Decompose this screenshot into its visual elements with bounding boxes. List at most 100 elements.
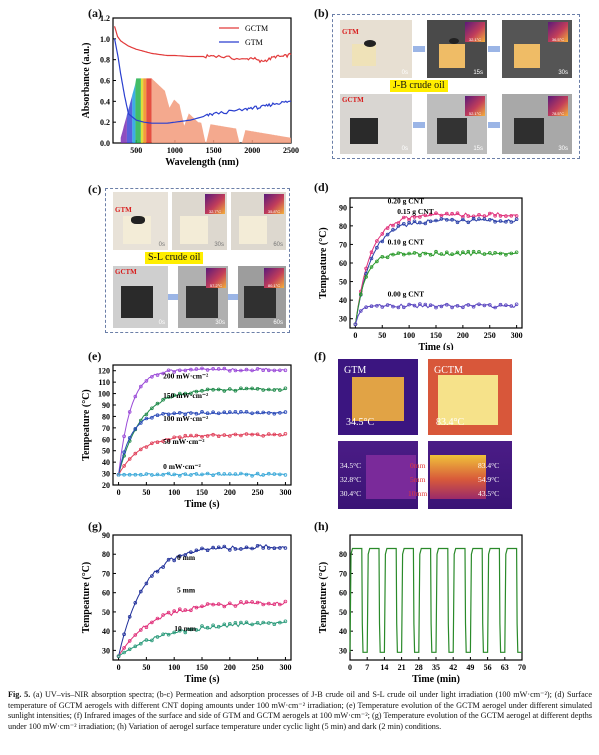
chart-g-point (244, 620, 249, 625)
chart-d-curve-label: 0.15 g CNT (397, 207, 433, 216)
chart-e-point (194, 367, 199, 371)
chart-e-ytick-label: 110 (98, 378, 110, 387)
chart-e-point (255, 410, 260, 415)
chart-g-ytick-label: 80 (102, 550, 110, 559)
c-photo-bottom-0: GCTM 0s (113, 266, 168, 328)
chart-d-point (391, 227, 395, 232)
chart-d-point (428, 303, 433, 308)
chart-h-svg: 0 7 14 21 28 35 42 49 56 63 70 30 40 50 60 70 80 Time (mi… (318, 534, 526, 685)
chart-d-point (445, 250, 449, 255)
chart-e-point (200, 435, 204, 439)
chart-e-point (161, 412, 165, 416)
chart-e-point (133, 427, 138, 431)
chart-g-point (261, 546, 266, 550)
panel-h-label: (h) (314, 519, 329, 533)
chart-d-point (428, 219, 433, 224)
c-photo-bottom-2: 80.1°C 60s (238, 266, 286, 328)
chart-d-curve-label: 0.10 g CNT (388, 237, 424, 246)
f-side-left-temp-1: 32.8°C (340, 475, 362, 484)
chart-g-point (155, 569, 160, 574)
chart-a-svg: 500 1000 1500 2000 2500 0.0 0.2 0.4 0.6 0.8 1.0 1.2… (81, 14, 299, 168)
chart-d-ylabel: Tempeature (°C) (318, 227, 329, 299)
chart-e-point (228, 472, 232, 476)
chart-e-series (118, 433, 286, 475)
f-side-left-temp-0: 34.5°C (340, 461, 362, 470)
chart-g-point (283, 546, 288, 550)
chart-d-point (418, 220, 422, 225)
chart-g-point (183, 608, 188, 612)
chart-g-ytick-label: 60 (102, 589, 110, 598)
chart-g-svg: 0 50 100 150 200 250 300 30 40 50 60 70 80 90 Time (s)… (81, 531, 292, 685)
chart-d-ytick-label: 70 (339, 240, 347, 249)
chart-e-point (233, 388, 238, 393)
b-thermal-bottom-2: 78.5°C (548, 96, 568, 116)
chart-e-point (216, 387, 221, 392)
chart-a-ytick-label: 0.0 (100, 139, 110, 148)
chart-e-point (222, 389, 227, 393)
chart-h-xlabel: Time (min) (412, 674, 460, 685)
chart-h-xtick-label: 28 (415, 663, 423, 672)
chart-g-point (250, 600, 254, 604)
chart-g-point (178, 554, 182, 558)
chart-d-point (466, 214, 471, 218)
f-thermal-top-right: GCTM 83.4°C (428, 359, 512, 435)
chart-d-point (504, 214, 508, 218)
chart-d-point (461, 250, 465, 254)
chart-h-xtick-label: 49 (466, 663, 474, 672)
chart-g-curve-label: 5 mm (177, 586, 196, 595)
chart-e-point (150, 415, 154, 420)
chart-g-point (233, 547, 238, 551)
chart-g-point (211, 602, 215, 607)
panel-b-label: (b) (314, 6, 329, 20)
c-time-bottom-0: 0s (158, 320, 165, 326)
chart-g-point (250, 546, 254, 551)
chart-e-point (228, 434, 232, 438)
chart-a-solar-band-3 (135, 78, 141, 143)
chart-e-point (278, 472, 282, 477)
chart-g-plot-frame (112, 534, 292, 661)
chart-d-point (402, 305, 406, 310)
chart-e-point (233, 432, 238, 437)
chart-d-point (482, 252, 487, 256)
chart-e-point (139, 447, 143, 452)
chart-e-ytick-label: 60 (102, 435, 110, 444)
b-arrow-top-1 (413, 46, 425, 52)
b-photo-top-2: 36.5°C 30s (502, 20, 572, 78)
chart-e-point (255, 367, 260, 371)
chart-g-point (172, 630, 177, 635)
chart-d-ytick-label: 80 (339, 222, 347, 231)
chart-e-point (200, 366, 204, 371)
chart-d-point (364, 275, 368, 279)
chart-d-xlabel: Time (s) (418, 342, 453, 350)
chart-e-ytick-label: 50 (102, 447, 110, 456)
chart-e-series (118, 387, 286, 475)
chart-e-point (205, 387, 210, 392)
chart-d-point (514, 250, 519, 255)
chart-e-point (150, 473, 154, 477)
chart-a-solar-band-5 (143, 78, 147, 143)
b-sample-bottom (350, 118, 378, 144)
chart-d-point (391, 223, 395, 228)
chart-g-point (216, 545, 221, 550)
chart-g-point (211, 545, 215, 550)
chart-g-point (150, 638, 154, 643)
b-photo-top-0: GTM 0s (340, 20, 412, 78)
chart-h-ytick-label: 40 (339, 627, 347, 636)
chart-g-xtick-label: 100 (168, 663, 180, 672)
chart-e-point (183, 433, 188, 438)
chart-g-point (211, 623, 215, 628)
f-side-right-temp-0: 83.4°C (478, 461, 500, 470)
chart-e-point (205, 434, 210, 438)
b-time-bottom-0: 0s (401, 146, 408, 152)
chart-g-point (161, 613, 165, 617)
c-photo-top-2: 35.8°C 60s (231, 192, 286, 250)
chart-d-point (477, 302, 481, 307)
b-sample-bottom-2 (514, 118, 544, 144)
chart-e-point (155, 413, 160, 417)
chart-e-point (222, 472, 227, 476)
chart-e-point (239, 368, 243, 373)
chart-a-legend-label: GCTM (245, 24, 268, 33)
chart-d-point (450, 217, 454, 222)
panel-d-label: (d) (314, 180, 329, 194)
chart-e-point (272, 472, 277, 476)
